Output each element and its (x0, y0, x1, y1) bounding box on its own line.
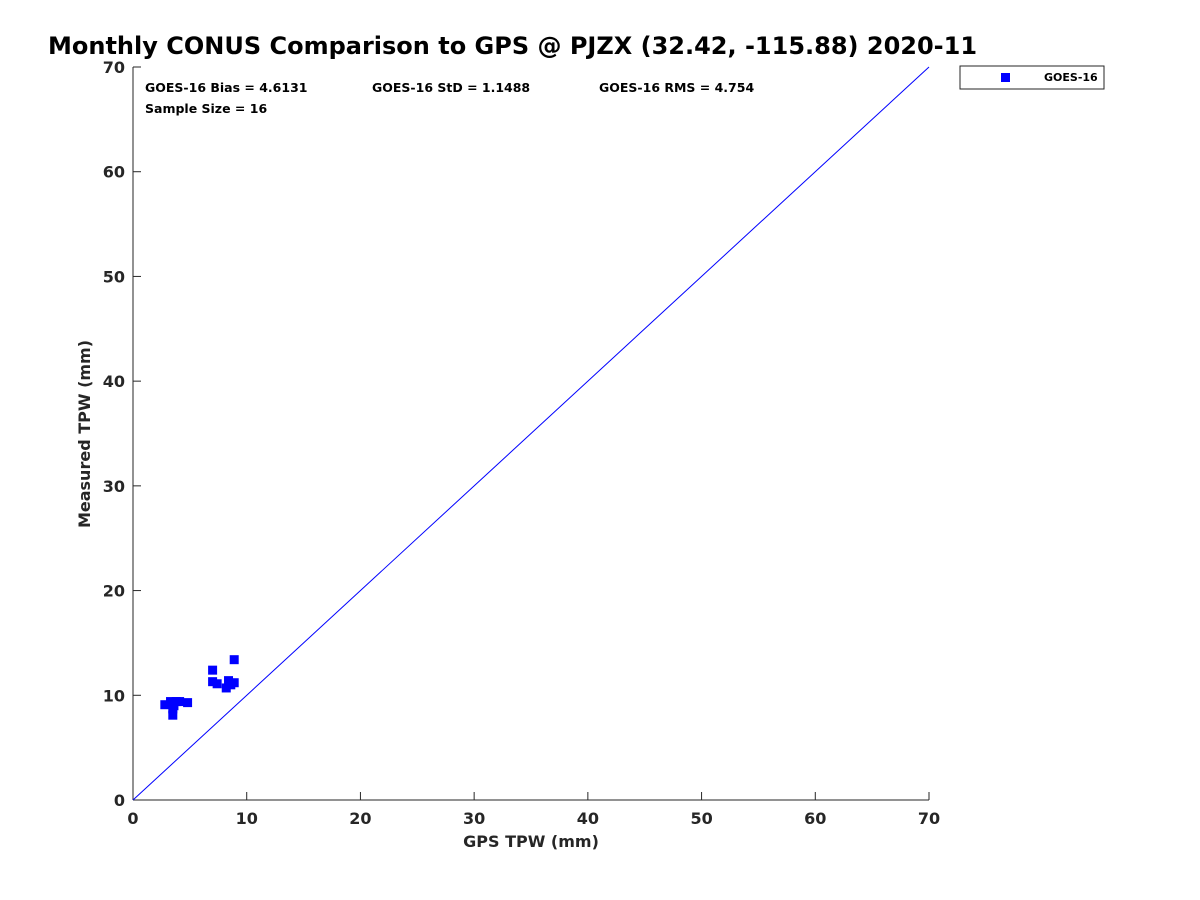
one-to-one-reference-line (132, 66, 930, 801)
x-tick-label-30: 30 (463, 809, 485, 828)
x-tick-label-40: 40 (577, 809, 599, 828)
y-tick-label-50: 50 (103, 267, 125, 286)
stat-std: GOES-16 StD = 1.1488 (372, 80, 530, 95)
x-tick-label-50: 50 (690, 809, 712, 828)
legend: GOES-16 (959, 65, 1105, 90)
data-point-11 (212, 679, 222, 689)
data-point-10 (208, 677, 218, 687)
data-point-1 (160, 700, 170, 710)
data-point-9 (208, 665, 218, 675)
y-tick-label-10: 10 (103, 686, 125, 705)
data-points-group (160, 655, 239, 720)
x-tick-label-20: 20 (349, 809, 371, 828)
y-axis-label: Measured TPW (mm) (75, 340, 94, 528)
stat-sample-size: Sample Size = 16 (145, 101, 267, 116)
y-tick-label-70: 70 (103, 58, 125, 77)
data-point-12 (221, 683, 231, 693)
legend-box (959, 65, 1105, 90)
x-tick-label-10: 10 (236, 809, 258, 828)
stat-bias: GOES-16 Bias = 4.6131 (145, 80, 307, 95)
data-point-7 (175, 697, 185, 707)
stat-rms: GOES-16 RMS = 4.754 (599, 80, 754, 95)
x-tick-label-0: 0 (127, 809, 138, 828)
axes-group (132, 67, 929, 801)
chart-title: Monthly CONUS Comparison to GPS @ PJZX (… (48, 32, 977, 60)
y-tick-label-0: 0 (114, 791, 125, 810)
legend-label-goes16: GOES-16 (1044, 71, 1098, 84)
data-point-3 (168, 710, 178, 720)
x-tick-label-70: 70 (918, 809, 940, 828)
ticks-group: 0 10 20 30 40 50 60 70 0 10 20 30 40 50 60 70 (103, 58, 940, 828)
data-point-15 (229, 678, 239, 688)
legend-marker-goes16 (1001, 73, 1010, 82)
x-tick-label-60: 60 (804, 809, 826, 828)
data-point-8 (183, 698, 193, 708)
y-tick-label-30: 30 (103, 477, 125, 496)
x-axis-label: GPS TPW (mm) (463, 832, 599, 851)
data-point-16 (229, 655, 239, 665)
y-tick-label-40: 40 (103, 372, 125, 391)
y-tick-label-60: 60 (103, 163, 125, 182)
y-tick-label-20: 20 (103, 582, 125, 601)
